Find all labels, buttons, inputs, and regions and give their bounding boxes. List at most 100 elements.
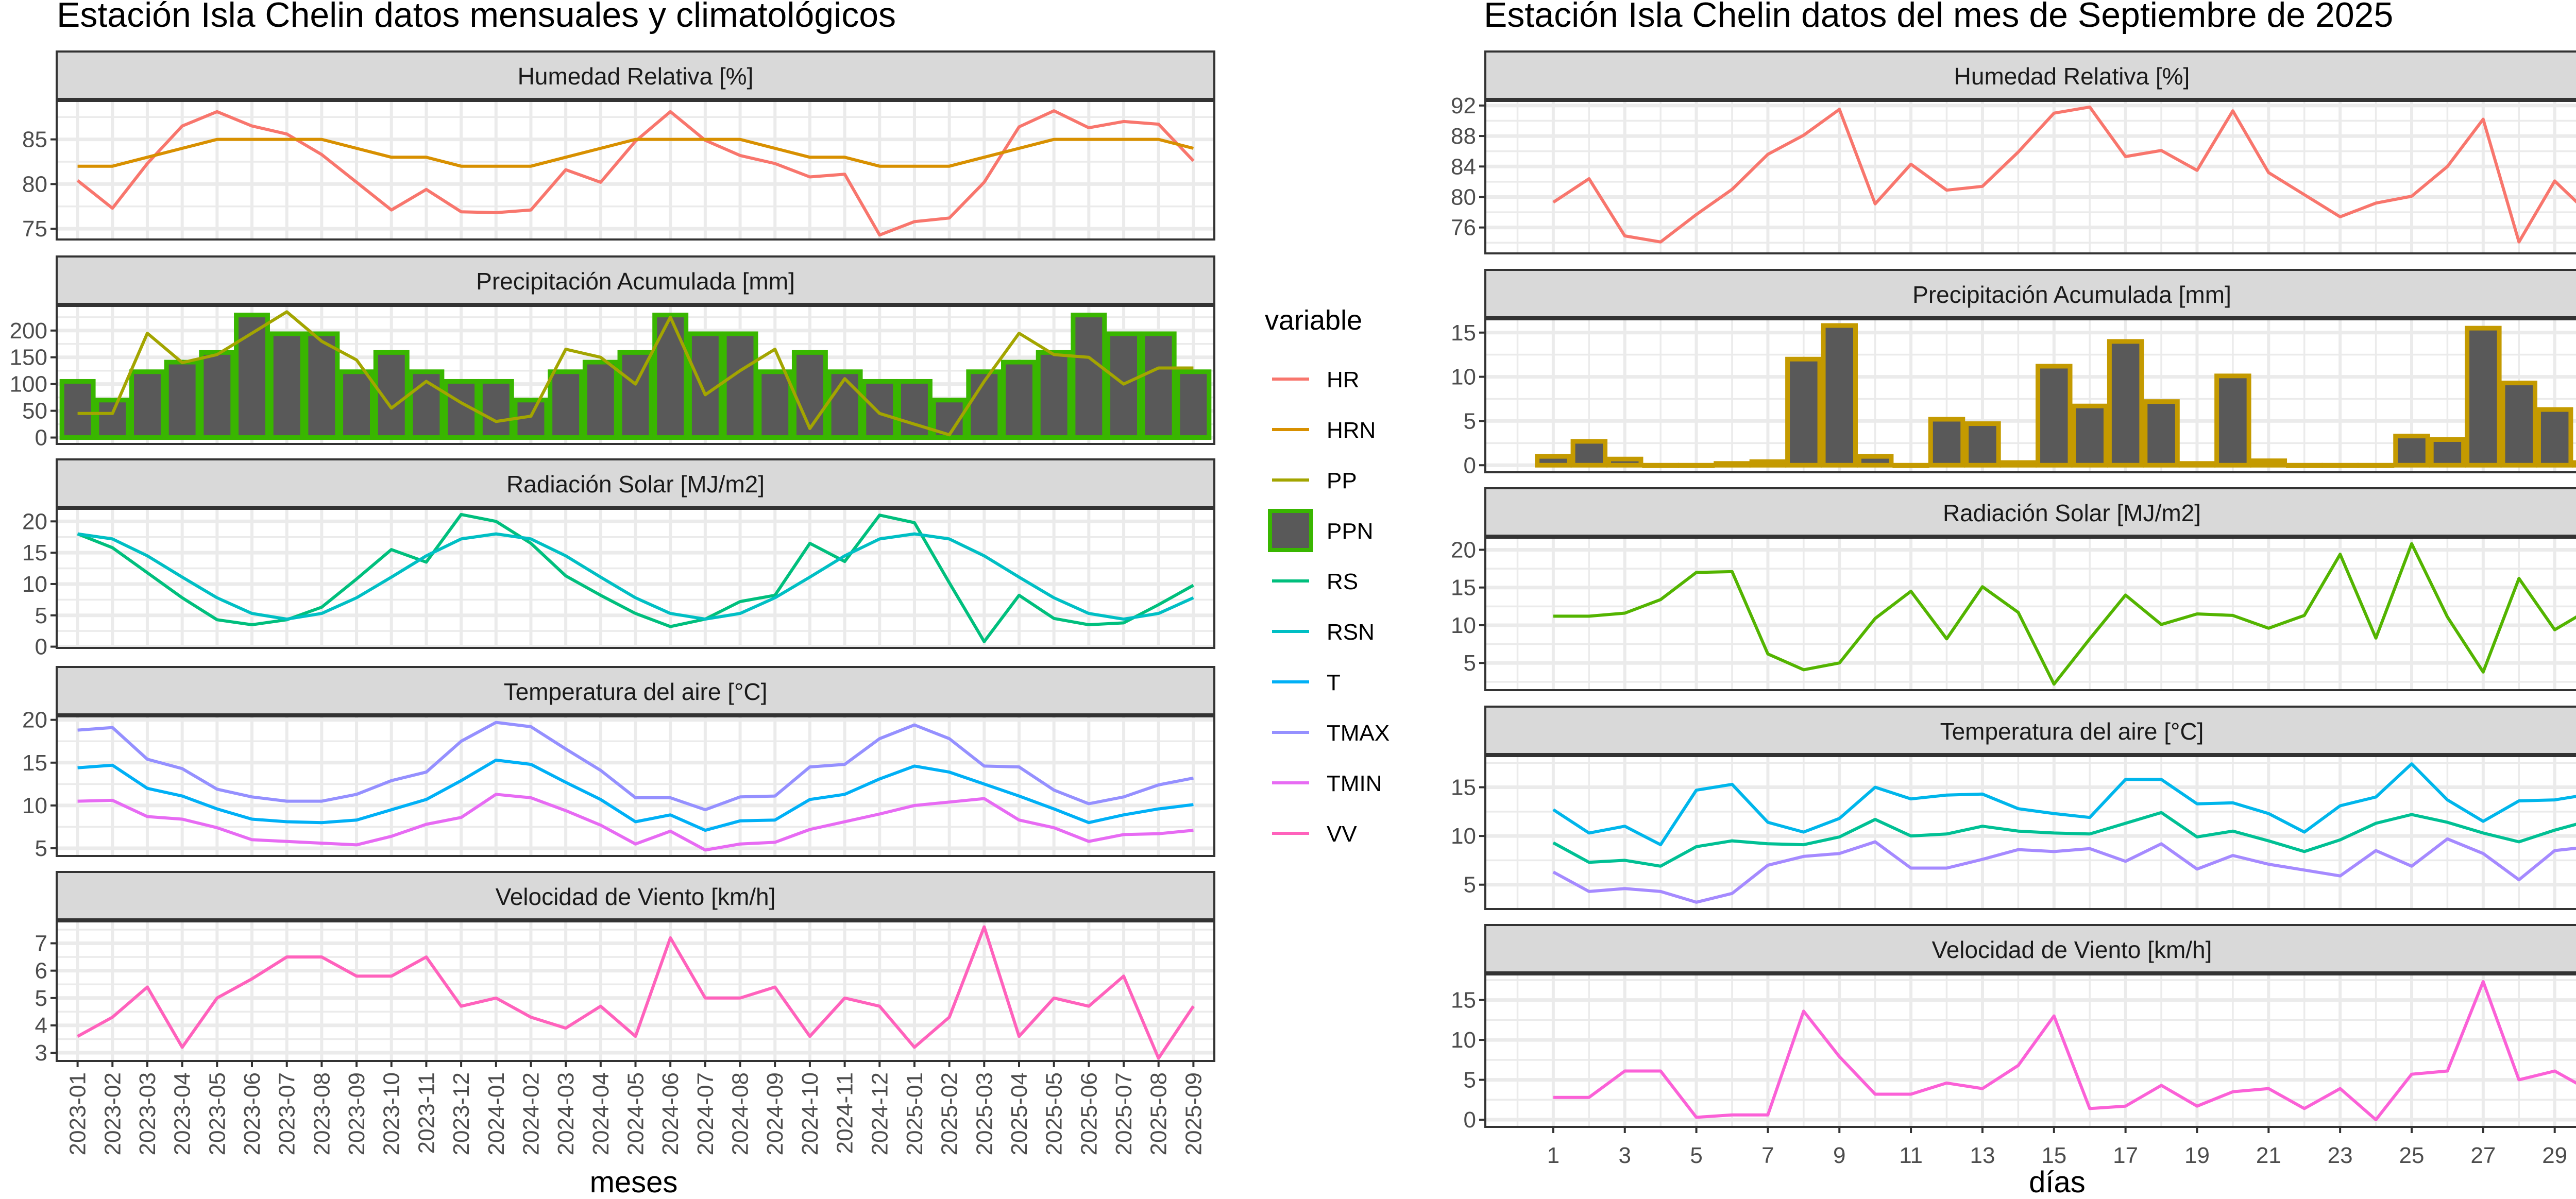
- y-tick-label: 10: [1451, 1027, 1476, 1053]
- bar-PP: [1714, 461, 1751, 468]
- x-tick-label: 2024-05: [623, 1072, 649, 1155]
- x-tick-label: 19: [2184, 1143, 2210, 1168]
- y-tick-label: 0: [1464, 1107, 1476, 1133]
- legend-item: RSN: [1272, 620, 1375, 645]
- x-tick-label: 25: [2399, 1143, 2425, 1168]
- bar-PPN: [722, 331, 758, 440]
- y-tick-label: 5: [1464, 650, 1476, 676]
- facet-strip-label: Radiación Solar [MJ/m2]: [1943, 500, 2201, 526]
- bar-PPN: [94, 398, 131, 440]
- facet-panel: Velocidad de Viento [km/h] 0 5 10 15: [1451, 924, 2576, 1133]
- bar-PP: [2143, 399, 2180, 468]
- legend-key-bar: [1268, 509, 1313, 552]
- facet-strip-label: Precipitación Acumulada [mm]: [1912, 281, 2231, 308]
- panel-border: [56, 305, 1215, 445]
- x-tick-label: 2023-10: [379, 1072, 404, 1155]
- bar-PPN: [129, 369, 165, 440]
- x-tick-label: 2024-07: [693, 1072, 718, 1155]
- y-tick-label: 80: [22, 172, 47, 197]
- chart-title: Estación Isla Chelin datos mensuales y c…: [57, 0, 896, 35]
- x-tick-label: 11: [1899, 1143, 1923, 1168]
- x-tick-label: 23: [2328, 1143, 2353, 1168]
- bar-PP: [2357, 463, 2395, 468]
- y-tick-label: 84: [1451, 154, 1476, 179]
- y-tick-label: 10: [22, 793, 47, 818]
- bar-PPN: [338, 369, 375, 440]
- legend-label: PPN: [1327, 519, 1373, 544]
- y-tick-label: 200: [10, 318, 47, 344]
- y-tick-label: 15: [1451, 575, 1476, 601]
- bar-PPN: [617, 350, 654, 440]
- bar-PPN: [861, 379, 898, 440]
- legend-item: T: [1272, 670, 1341, 695]
- bar-PP: [1856, 454, 1894, 468]
- y-tick-label: 15: [1451, 320, 1476, 346]
- facet-panel: Precipitación Acumulada [mm] 0 5 10 15: [1451, 269, 2576, 478]
- x-tick-label: 2025-01: [902, 1072, 927, 1155]
- x-tick-label: 9: [1833, 1143, 1845, 1168]
- legend-label: HR: [1327, 367, 1360, 392]
- facet-strip-label: Humedad Relativa [%]: [518, 63, 754, 90]
- bar-PPN: [478, 379, 514, 440]
- x-tick-label: 2023-11: [414, 1072, 439, 1154]
- x-tick-label: 2023-03: [135, 1072, 160, 1155]
- facet-strip-label: Radiación Solar [MJ/m2]: [506, 471, 765, 498]
- bar-PP: [1606, 456, 1643, 468]
- y-tick-label: 50: [22, 399, 47, 424]
- x-tick-label: 2024-02: [518, 1072, 544, 1155]
- y-tick-label: 85: [22, 127, 47, 152]
- bar-PP: [1535, 454, 1572, 468]
- legend-label: PP: [1327, 468, 1357, 493]
- legend-label: HRN: [1327, 418, 1376, 443]
- legend-label: RS: [1327, 569, 1358, 594]
- x-tick-label: 2025-08: [1146, 1072, 1172, 1155]
- facet-panel: Humedad Relativa [%] 75 80 85: [22, 50, 1215, 242]
- bar-PPN: [1106, 331, 1142, 440]
- legend-label: TMAX: [1327, 721, 1389, 746]
- legend-item: HRN: [1272, 418, 1376, 443]
- facet-strip-label: Temperatura del aire [°C]: [504, 678, 768, 705]
- bar-PPN: [164, 359, 200, 440]
- bar-PPN: [1071, 313, 1107, 440]
- x-tick-label: 15: [2041, 1143, 2066, 1168]
- x-tick-label: 2024-01: [484, 1072, 509, 1155]
- x-tick-label: 2025-02: [937, 1072, 962, 1155]
- x-tick-label: 2023-02: [100, 1072, 125, 1155]
- bar-PPN: [199, 350, 235, 440]
- x-tick-label: 2023-06: [240, 1072, 265, 1155]
- bar-PP: [2071, 403, 2108, 468]
- x-tick-label: 1: [1547, 1143, 1560, 1168]
- bar-PPN: [652, 313, 689, 440]
- x-tick-label: 2025-04: [1007, 1072, 1032, 1155]
- series-line-RS: [1553, 542, 2576, 686]
- facet-strip: [56, 458, 1215, 508]
- y-tick-label: 5: [35, 603, 47, 628]
- bar-PPN: [59, 379, 96, 440]
- y-tick-label: 15: [22, 750, 47, 776]
- panel-border: [1484, 755, 2576, 910]
- x-tick-label: 2025-06: [1076, 1072, 1101, 1155]
- legend-label: VV: [1327, 821, 1357, 847]
- bar-PPN: [1140, 331, 1177, 440]
- facet-strip: [1484, 924, 2576, 973]
- x-tick-label: 2025-05: [1042, 1072, 1067, 1155]
- y-tick-label: 5: [35, 836, 47, 861]
- x-tick-label: 27: [2470, 1143, 2496, 1168]
- x-tick-label: 2024-06: [658, 1072, 683, 1155]
- x-tick-label: 2023-09: [344, 1072, 369, 1155]
- x-tick-label: 2023-07: [275, 1072, 300, 1155]
- series-line-HR: [1552, 105, 2576, 244]
- bar-PPN: [1036, 350, 1072, 440]
- x-tick-label: 2025-07: [1111, 1072, 1137, 1155]
- bar-PP: [1892, 463, 1929, 468]
- facet-strip-label: Precipitación Acumulada [mm]: [476, 268, 795, 295]
- y-tick-label: 5: [35, 986, 47, 1011]
- facet-strip-label: Temperatura del aire [°C]: [1940, 718, 2204, 745]
- x-tick-label: 13: [1970, 1143, 1995, 1168]
- facet-strip: [1484, 487, 2576, 537]
- panel-border: [1484, 100, 2576, 254]
- x-tick-label: 21: [2256, 1143, 2281, 1168]
- y-tick-label: 0: [35, 635, 47, 660]
- x-tick-label: 2024-03: [553, 1072, 579, 1155]
